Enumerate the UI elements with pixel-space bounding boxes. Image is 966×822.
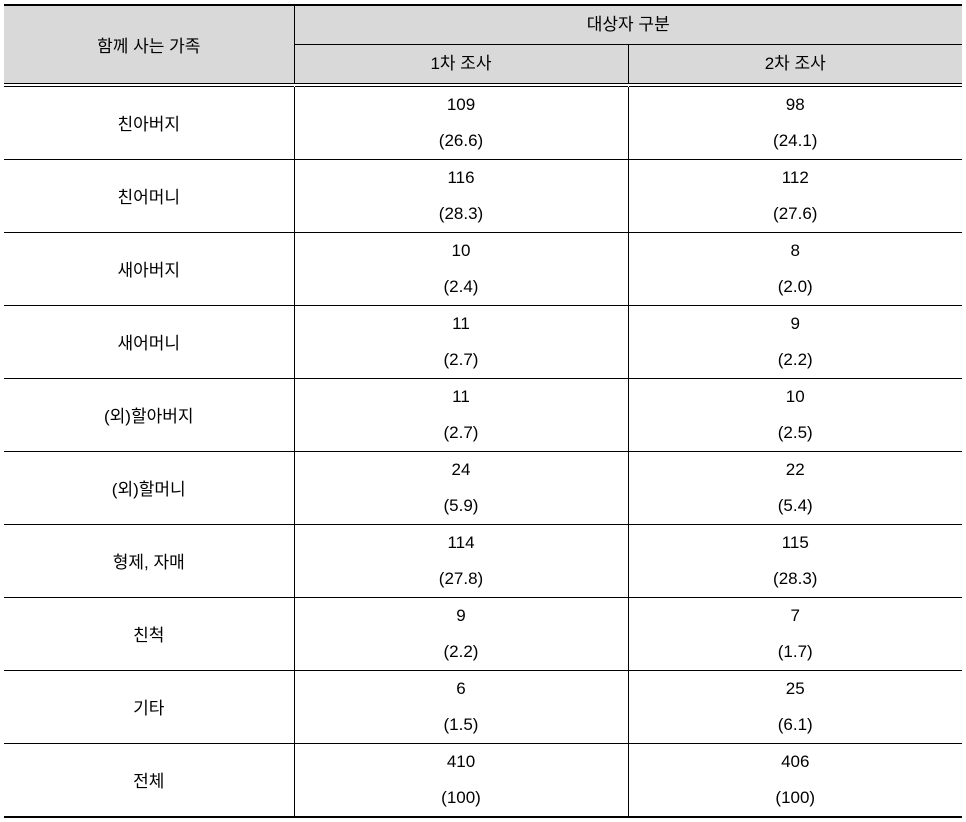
cell-pct-2: (2.0) [628,269,962,306]
cell-pct-1: (5.9) [294,488,628,525]
cell-value-2: 112 [628,159,962,196]
cell-value-2: 7 [628,597,962,634]
cell-pct-2: (28.3) [628,561,962,598]
cell-pct-1: (2.7) [294,415,628,452]
cell-value-1: 11 [294,305,628,342]
cell-value-2: 406 [628,743,962,780]
cell-value-2: 115 [628,524,962,561]
cell-value-1: 24 [294,451,628,488]
cell-pct-2: (6.1) [628,707,962,744]
header-col1: 함께 사는 가족 [4,5,294,84]
cell-value-2: 22 [628,451,962,488]
cell-value-1: 116 [294,159,628,196]
cell-pct-1: (27.8) [294,561,628,598]
row-label: 기타 [4,670,294,743]
cell-pct-1: (1.5) [294,707,628,744]
row-label: 친어머니 [4,159,294,232]
cell-pct-1: (100) [294,780,628,817]
row-label: 새어머니 [4,305,294,378]
cell-value-1: 114 [294,524,628,561]
cell-pct-1: (2.2) [294,634,628,671]
row-label: 형제, 자매 [4,524,294,597]
row-label: (외)할아버지 [4,378,294,451]
cell-pct-2: (100) [628,780,962,817]
family-composition-table: 함께 사는 가족 대상자 구분 1차 조사 2차 조사 친아버지10998(26… [4,4,962,818]
row-label: 친척 [4,597,294,670]
row-label: 전체 [4,743,294,817]
cell-pct-2: (1.7) [628,634,962,671]
cell-pct-1: (28.3) [294,196,628,233]
cell-value-1: 6 [294,670,628,707]
cell-value-1: 11 [294,378,628,415]
table-header: 함께 사는 가족 대상자 구분 1차 조사 2차 조사 [4,5,962,84]
cell-pct-2: (24.1) [628,123,962,160]
header-sub1: 1차 조사 [294,45,628,84]
cell-value-1: 9 [294,597,628,634]
table-body: 친아버지10998(26.6)(24.1)친어머니116112(28.3)(27… [4,84,962,817]
cell-value-1: 109 [294,87,628,123]
row-label: 새아버지 [4,232,294,305]
cell-value-2: 10 [628,378,962,415]
cell-value-2: 98 [628,87,962,123]
row-label: (외)할머니 [4,451,294,524]
cell-value-1: 10 [294,232,628,269]
cell-pct-2: (2.2) [628,342,962,379]
cell-pct-1: (2.4) [294,269,628,306]
header-sub2: 2차 조사 [628,45,962,84]
cell-pct-1: (2.7) [294,342,628,379]
cell-value-2: 8 [628,232,962,269]
cell-pct-2: (5.4) [628,488,962,525]
cell-value-1: 410 [294,743,628,780]
cell-value-2: 25 [628,670,962,707]
cell-pct-1: (26.6) [294,123,628,160]
header-group: 대상자 구분 [294,5,962,45]
row-label: 친아버지 [4,87,294,160]
cell-pct-2: (27.6) [628,196,962,233]
cell-value-2: 9 [628,305,962,342]
cell-pct-2: (2.5) [628,415,962,452]
